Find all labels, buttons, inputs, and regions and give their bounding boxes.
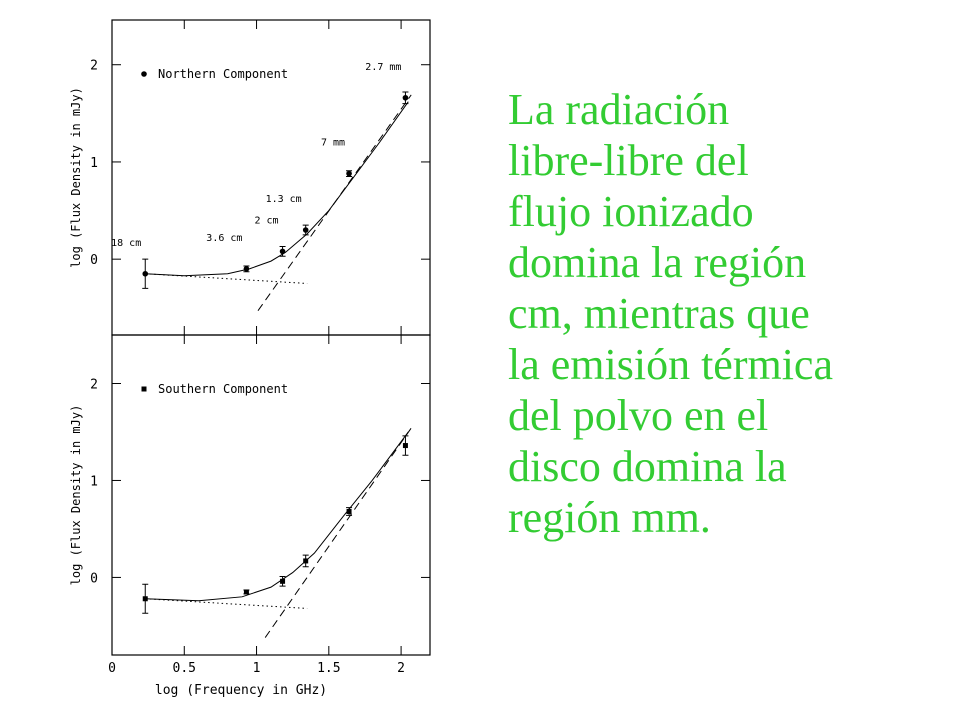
legend-marker [141, 71, 147, 77]
text-line: domina la región [508, 238, 807, 287]
point-label: 7 mm [321, 138, 345, 149]
text-line: la emisión térmica [508, 340, 833, 389]
text-line: libre-libre del [508, 136, 749, 185]
slide-text: La radiación libre-libre del flujo ionizad… [508, 84, 948, 543]
x-axis-label: log (Frequency in GHz) [155, 683, 327, 698]
legend-marker [141, 386, 147, 392]
legend-label: Southern Component [158, 382, 288, 396]
text-line: disco domina la [508, 442, 787, 491]
x-tick-label: 0 [108, 661, 116, 676]
text-line: cm, mientras que [508, 289, 810, 338]
model-curve [145, 273, 308, 284]
y-tick-label: 0 [90, 253, 98, 268]
model-curve [257, 94, 412, 311]
data-point [346, 508, 352, 514]
y-tick-label: 0 [90, 571, 98, 586]
data-point [279, 248, 286, 255]
data-point [243, 589, 249, 595]
text-line: flujo ionizado [508, 187, 754, 236]
y-tick-label: 2 [90, 59, 98, 74]
legend-label: Northern Component [158, 67, 288, 81]
data-point [142, 270, 149, 277]
x-tick-label: 0.5 [173, 661, 196, 676]
data-point [402, 443, 408, 449]
model-curve [145, 431, 409, 602]
chart: 0 1 2 log (Flux Density in mJy) 18 cm 3.6 cm 2… [69, 19, 431, 698]
y-axis-label: log (Flux Density in mJy) [69, 87, 83, 268]
y-tick-label: 1 [90, 156, 98, 171]
data-point [142, 596, 148, 602]
plot-frame [111, 334, 431, 656]
data-point [346, 170, 352, 177]
data-point [302, 227, 309, 233]
point-label: 1.3 cm [266, 194, 302, 205]
model-curve [264, 427, 412, 638]
x-tick-label: 1 [253, 661, 261, 676]
text-line: del polvo en el [508, 391, 769, 440]
data-point [303, 558, 309, 564]
point-label: 18 cm [111, 238, 141, 249]
x-tick-label: 1.5 [317, 661, 340, 676]
model-curve [145, 598, 308, 609]
data-point [402, 94, 409, 101]
text-line: La radiación [508, 85, 730, 134]
point-label: 3.6 cm [206, 233, 242, 244]
x-tick-label: 2 [397, 661, 405, 676]
y-tick-label: 2 [90, 377, 98, 392]
point-label: 2.7 mm [365, 62, 401, 73]
text-line: región mm. [508, 493, 711, 542]
data-point [243, 266, 250, 272]
point-label: 2 cm [254, 215, 278, 226]
y-tick-label: 1 [90, 474, 98, 489]
y-axis-label: log (Flux Density in mJy) [69, 405, 83, 586]
data-point [280, 578, 286, 584]
model-curve [145, 101, 409, 277]
